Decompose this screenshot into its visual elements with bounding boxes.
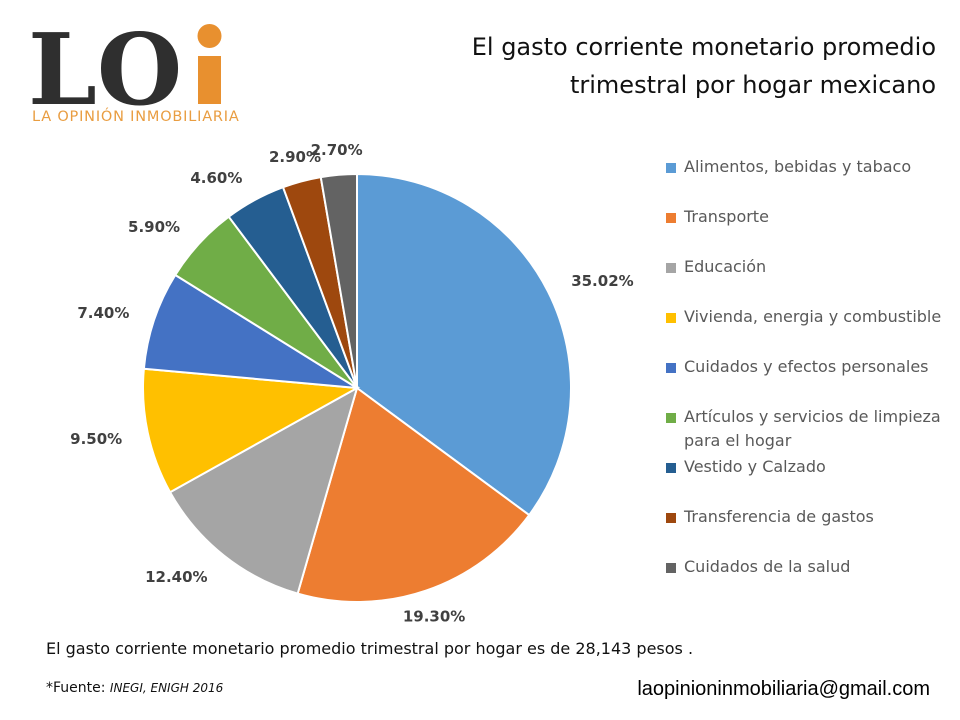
pie-data-label-7: 4.60% [190,169,242,187]
legend-label-8: Transferencia de gastos [684,507,874,526]
source-citation: INEGI, ENIGH 2016 [109,681,224,695]
legend-item-6: Artículos y servicios de limpieza para e… [666,405,951,453]
pie-data-labels: 35.02% 19.30% 12.40% 9.50% 7.40% 5.90% 4.60% 2.… [70,141,634,625]
legend-item-9: Cuidados de la salud [666,555,951,603]
logo-i-dot [197,24,222,48]
legend-label-1: Alimentos, bebidas y tabaco [684,157,912,176]
pie-data-label-1: 35.02% [571,272,633,290]
legend-item-5: Cuidados y efectos personales [666,355,951,403]
legend-swatch-8 [666,513,676,523]
legend-item-2: Transporte [666,205,951,253]
pie-data-label-4: 9.50% [70,430,122,448]
source-note: *Fuente: INEGI, ENIGH 2016 [46,680,326,696]
pie-data-label-8: 2.90% [269,148,321,166]
source-prefix: *Fuente: [46,680,110,696]
legend-label-5: Cuidados y efectos personales [684,357,929,376]
logo-i-stem [198,56,221,104]
pie-data-label-9: 2.70% [311,141,363,159]
legend-swatch-5 [666,363,676,373]
legend-swatch-2 [666,213,676,223]
legend-label-9: Cuidados de la salud [684,557,851,576]
legend-swatch-1 [666,163,676,173]
legend-label-7: Vestido y Calzado [684,457,826,476]
legend-item-4: Vivienda, energia y combustible [666,305,951,353]
legend-item-8: Transferencia de gastos [666,505,951,553]
pie-data-label-3: 12.40% [145,568,207,586]
logo-tagline: LA OPINIÓN INMOBILIARIA [32,109,240,125]
pie-slices [142,172,572,604]
pie-slice-4 [142,367,361,494]
pie-data-label-2: 19.30% [403,607,465,625]
legend-item-3: Educación [666,255,951,303]
pie-slice-3 [168,385,359,595]
legend-label-2: Transporte [684,207,769,226]
chart-title: El gasto corriente monetario promedio tr… [376,28,936,104]
legend-swatch-4 [666,313,676,323]
legend-item-7: Vestido y Calzado [666,455,951,503]
legend-label-3: Educación [684,257,767,276]
logo-mark-icon: LO [28,13,222,128]
legend-label-4: Vivienda, energia y combustible [684,307,942,326]
pie-slice-1 [356,172,572,517]
legend-label-6: Artículos y servicios de limpieza para e… [684,407,941,450]
chart-title-line-1: El gasto corriente monetario promedio [471,33,936,61]
legend-swatch-9 [666,563,676,573]
pie-data-label-6: 5.90% [128,218,180,236]
logo-lo-letters: LO [28,13,182,128]
legend-item-1: Alimentos, bebidas y tabaco [666,155,951,203]
legend-swatch-6 [666,413,676,423]
average-spending-note: El gasto corriente monetario promedio tr… [46,639,694,658]
pie-slice-9 [319,172,358,389]
logo: LO LA OPINIÓN INMOBILIARIA [28,13,258,130]
pie-slice-5 [142,273,358,389]
pie-slice-2 [296,386,531,604]
pie-data-label-5: 7.40% [77,304,129,322]
contact-email: laopinioninmobiliaria@gmail.com [637,678,930,700]
chart-title-line-2: trimestral por hogar mexicano [569,71,936,99]
legend-swatch-3 [666,263,676,273]
legend-swatch-7 [666,463,676,473]
